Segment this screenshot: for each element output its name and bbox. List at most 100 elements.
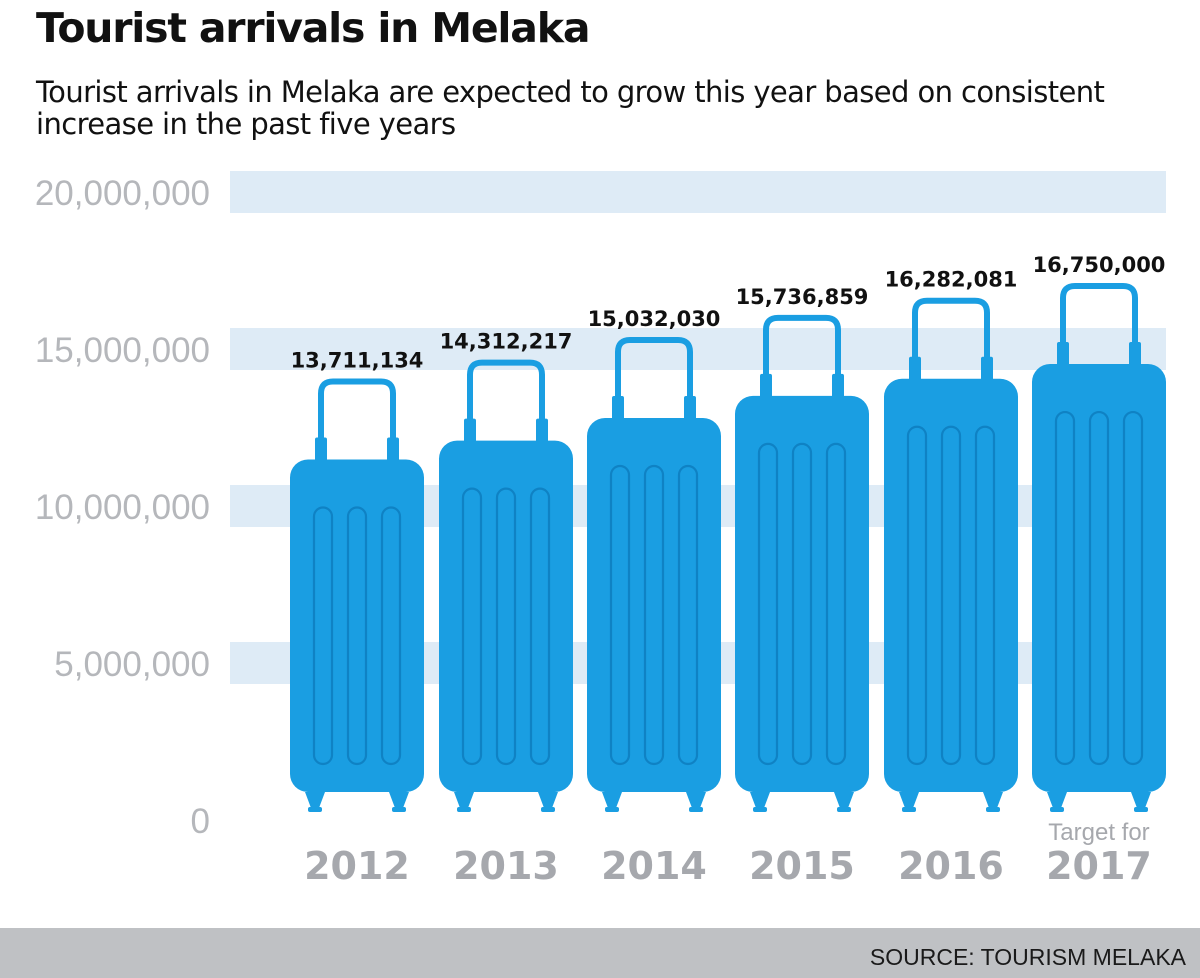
x-tick-label: 2013 [453,844,559,888]
handle-post [981,356,993,381]
handle-post [760,373,772,398]
suitcase-handle [763,314,841,388]
suitcase-wheel-base [457,807,471,812]
bar-suitcase-2015: 15,736,859 [735,285,869,812]
suitcase-wheel-base [986,807,1000,812]
suitcase-body [290,459,424,792]
bar-value-label: 14,312,217 [440,330,573,354]
bar-value-label: 13,711,134 [291,348,424,372]
suitcase-wheel-base [605,807,619,812]
suitcase-body [735,395,869,792]
y-tick-label: 0 [191,802,210,841]
suitcase-ridge [380,506,402,766]
suitcase-bar-chart: 0 5,000,000 10,000,000 15,000,000 20,000,000… [35,171,1166,888]
x-tick-label: 2017 [1046,844,1152,888]
suitcase-ridge [643,464,665,766]
handle-post [387,437,399,462]
y-tick-label: 5,000,000 [54,645,210,684]
footer-bar: SOURCE: TOURISM MELAKA [0,928,1200,978]
y-tick-label: 10,000,000 [35,488,210,527]
suitcase-ridge [825,442,847,766]
suitcase-wheel [305,792,325,808]
suitcase-wheel [538,792,558,808]
suitcase-wheel [1131,792,1151,808]
suitcase-ridge [940,425,962,766]
suitcase-wheel-base [689,807,703,812]
suitcase-wheel-base [541,807,555,812]
x-tick-label: 2015 [749,844,855,888]
suitcase-ridge [677,464,699,766]
suitcase-body [439,440,573,792]
suitcase-wheel [454,792,474,808]
x-tick-label: 2012 [304,844,410,888]
source-credit: SOURCE: TOURISM MELAKA [869,944,1186,970]
x-tick-label: 2014 [601,844,707,888]
grid-band [230,328,1166,370]
x-tick-note: Target for [1048,819,1149,846]
suitcase-ridge [974,425,996,766]
suitcase-wheel [686,792,706,808]
suitcase-wheel [602,792,622,808]
suitcase-ridge [346,506,368,766]
y-axis-tick-labels: 0 5,000,000 10,000,000 15,000,000 20,000,000 [35,174,210,841]
suitcase-wheel [983,792,1003,808]
handle-post [1129,342,1141,367]
suitcase-wheel-base [392,807,406,812]
page-subtitle: Tourist arrivals in Melaka are expected … [36,75,1105,141]
bar-suitcase-2012: 13,711,134 [290,348,424,812]
y-tick-label: 15,000,000 [35,331,210,370]
bar-series: 13,711,134 14,312,217 15,032,030 15,736,859… [290,253,1166,812]
suitcase-wheel [1047,792,1067,808]
suitcase-wheel-base [308,807,322,812]
grid-band [230,171,1166,213]
suitcase-ridge [1054,410,1076,766]
suitcase-body [884,378,1018,792]
y-tick-label: 20,000,000 [35,174,210,213]
suitcase-ridge [312,506,334,766]
suitcase-ridge [906,425,928,766]
handle-post [536,418,548,443]
suitcase-handle [318,378,396,452]
suitcase-wheel [389,792,409,808]
bar-value-label: 16,282,081 [885,268,1018,292]
bar-value-label: 16,750,000 [1033,253,1166,277]
suitcase-wheel [750,792,770,808]
suitcase-wheel-base [837,807,851,812]
suitcase-ridge [461,487,483,766]
suitcase-ridge [757,442,779,766]
handle-post [909,356,921,381]
suitcase-handle [467,359,545,433]
suitcase-ridge [1122,410,1144,766]
suitcase-wheel-base [1134,807,1148,812]
suitcase-ridge [609,464,631,766]
bar-suitcase-2014: 15,032,030 [587,307,721,812]
suitcase-ridge [1088,410,1110,766]
suitcase-wheel-base [753,807,767,812]
suitcase-body [587,417,721,792]
suitcase-ridge [791,442,813,766]
page-title: Tourist arrivals in Melaka [36,4,590,52]
handle-post [1057,342,1069,367]
handle-post [684,395,696,420]
suitcase-ridge [495,487,517,766]
suitcase-handle [615,336,693,410]
suitcase-wheel-base [1050,807,1064,812]
bar-suitcase-2016: 16,282,081 [884,268,1018,812]
suitcase-wheel-base [902,807,916,812]
suitcase-wheel [834,792,854,808]
suitcase-handle [912,297,990,371]
bar-suitcase-2017: 16,750,000 [1032,253,1166,812]
suitcase-body [1032,364,1166,792]
handle-post [612,395,624,420]
handle-post [315,437,327,462]
suitcase-wheel [899,792,919,808]
handle-post [464,418,476,443]
bar-value-label: 15,736,859 [736,285,869,309]
handle-post [832,373,844,398]
suitcase-ridge [529,487,551,766]
x-tick-label: 2016 [898,844,1004,888]
suitcase-handle [1060,283,1138,357]
bar-value-label: 15,032,030 [588,307,721,331]
